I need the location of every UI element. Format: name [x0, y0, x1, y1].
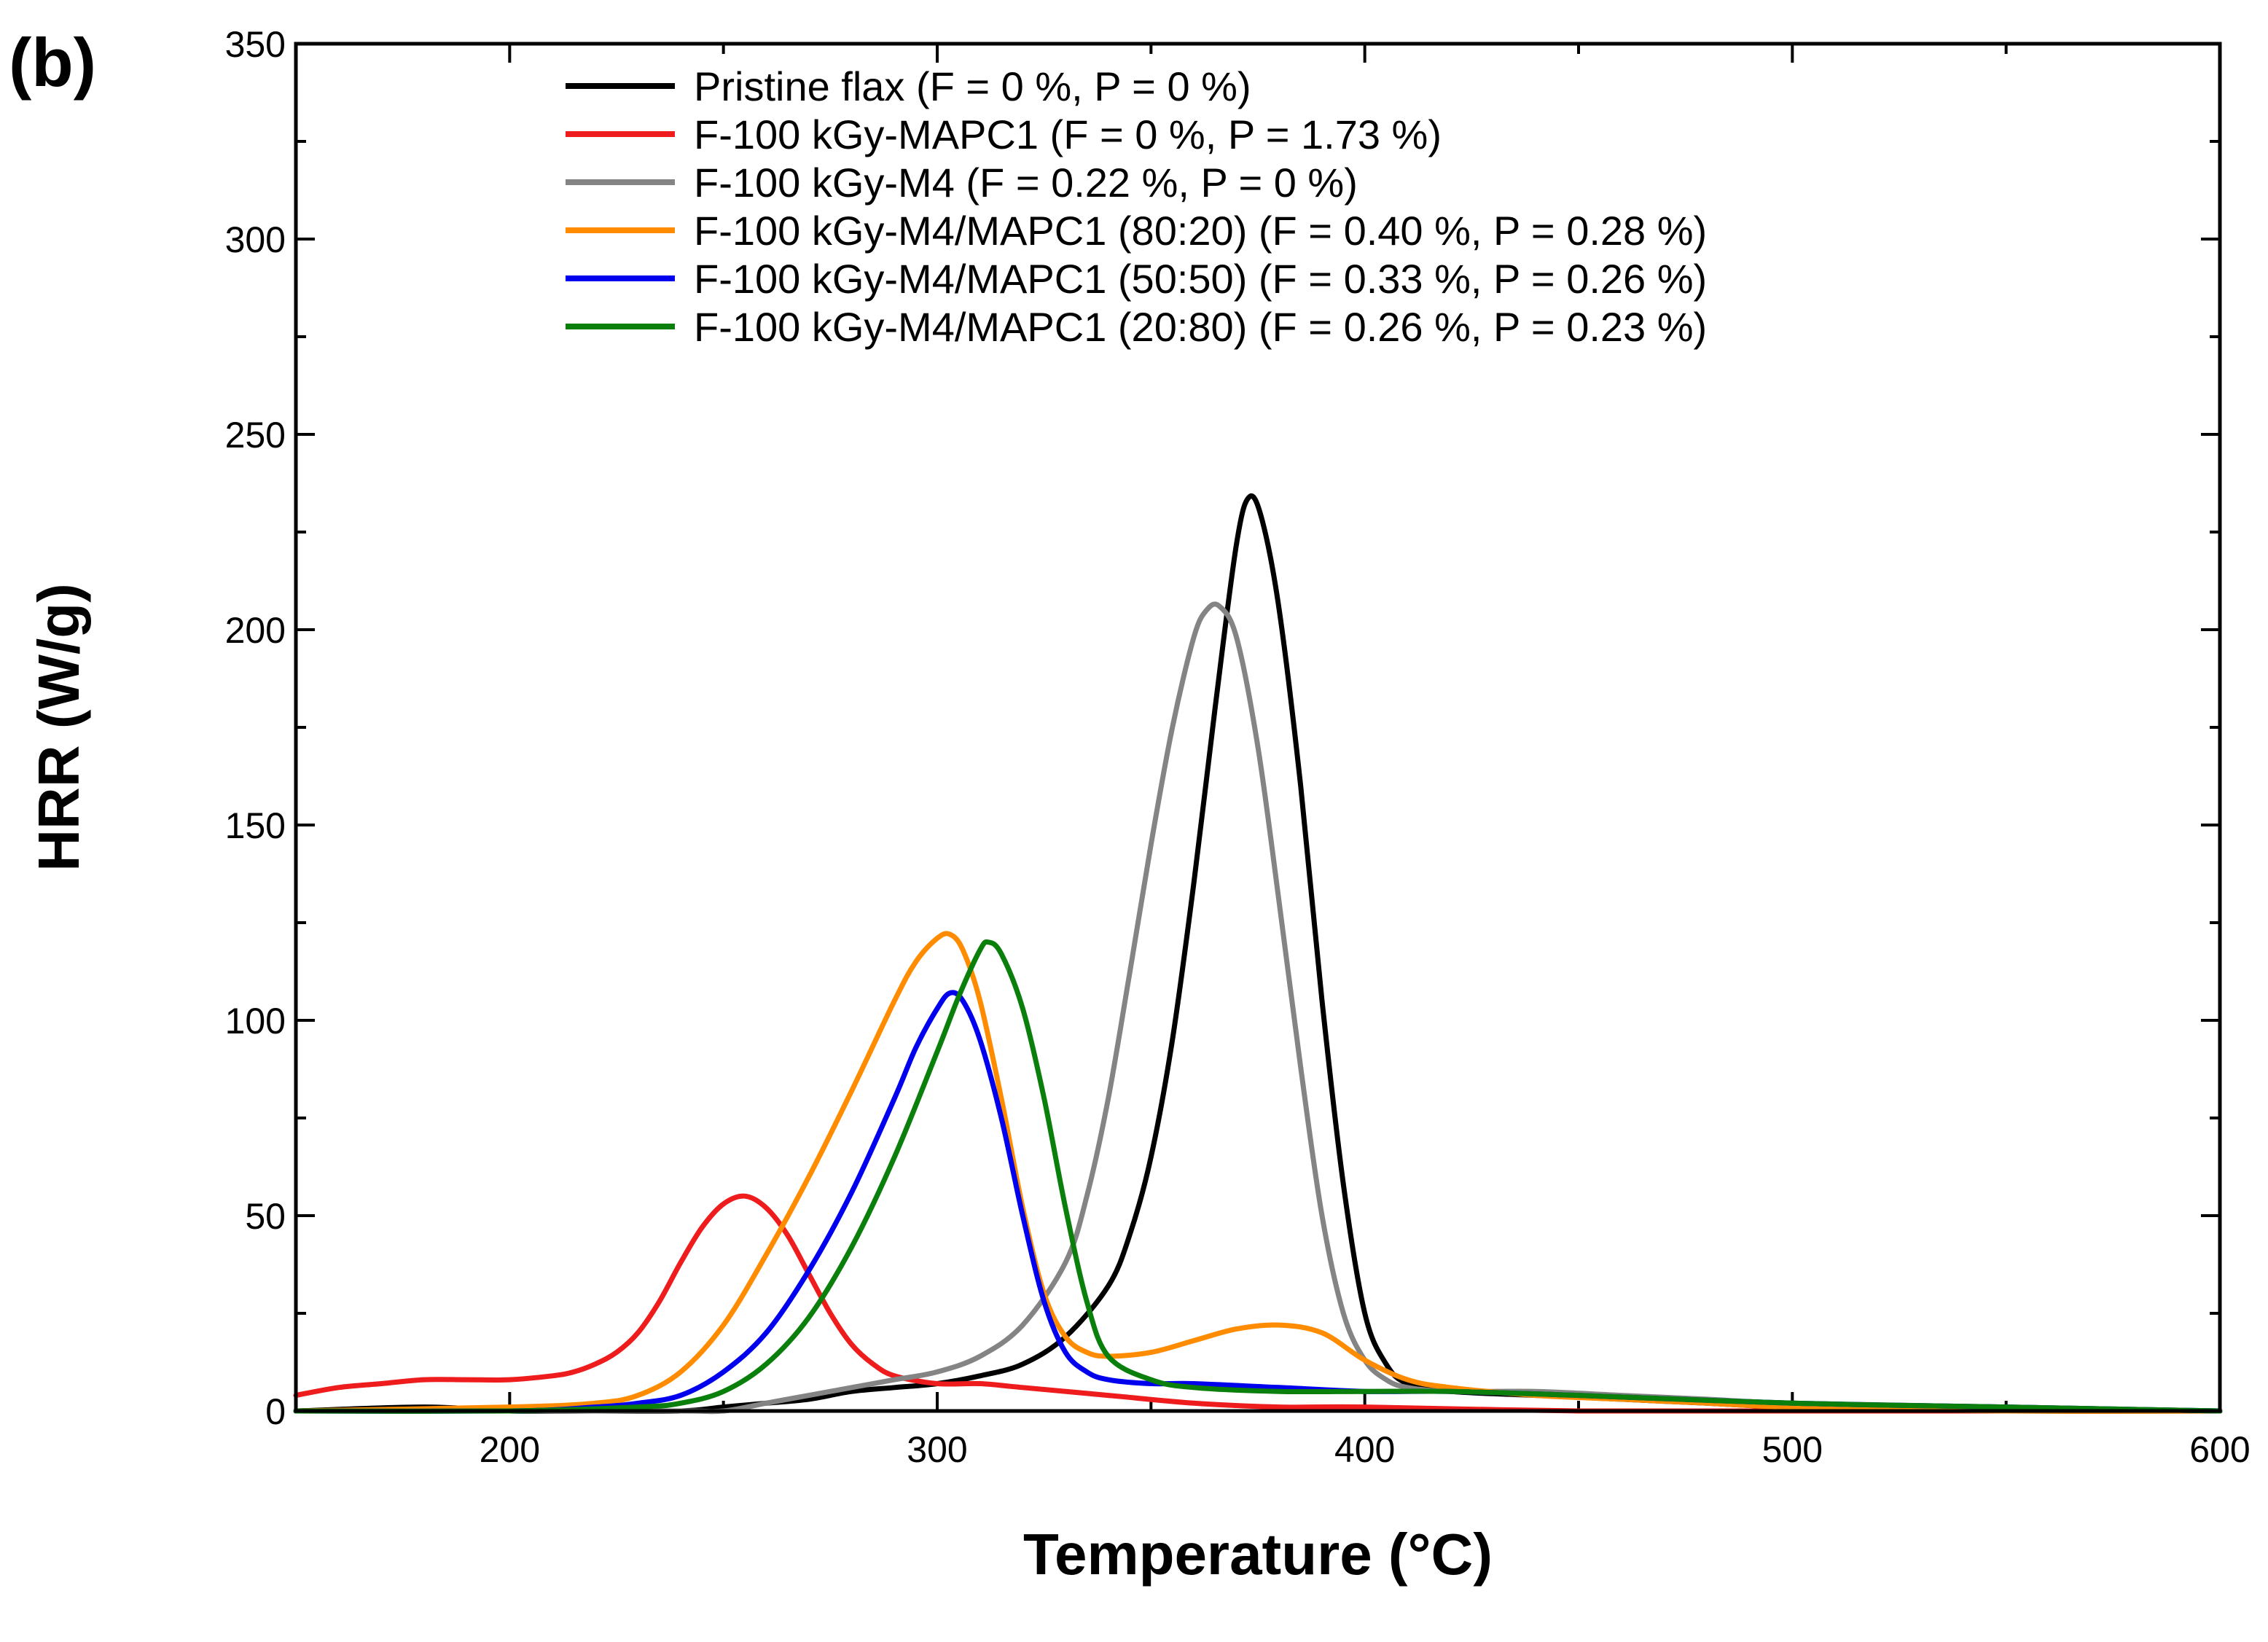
legend: Pristine flax (F = 0 %, P = 0 %)F-100 kG…: [566, 63, 1707, 350]
legend-label-5: F-100 kGy-M4/MAPC1 (50:50) (F = 0.33 %, …: [694, 256, 1707, 302]
panel-label: (b): [9, 24, 96, 101]
series-line-6: [293, 939, 2223, 1414]
x-tick-label: 200: [480, 1429, 540, 1470]
x-tick-label: 600: [2189, 1429, 2250, 1470]
plot-frame: [294, 42, 2222, 1413]
legend-label-6: F-100 kGy-M4/MAPC1 (20:80) (F = 0.26 %, …: [694, 304, 1707, 350]
y-axis-title: HRR (W/g): [26, 583, 91, 871]
legend-label-1: Pristine flax (F = 0 %, P = 0 %): [694, 63, 1251, 109]
y-tick-label: 50: [245, 1196, 286, 1237]
y-tick-label: 200: [225, 610, 286, 651]
legend-label-2: F-100 kGy-MAPC1 (F = 0 %, P = 1.73 %): [694, 112, 1442, 157]
y-tick-label: 250: [225, 415, 286, 456]
y-tick-label: 150: [225, 805, 286, 846]
y-tick-labels: 0 50 100 150 200 250 300 350: [225, 24, 286, 1432]
legend-label-4: F-100 kGy-M4/MAPC1 (80:20) (F = 0.40 %, …: [694, 208, 1707, 254]
y-tick-label: 300: [225, 219, 286, 260]
y-tick-label: 350: [225, 24, 286, 65]
x-axis-title: Temperature (°C): [1023, 1522, 1493, 1587]
legend-label-3: F-100 kGy-M4 (F = 0.22 %, P = 0 %): [694, 160, 1358, 206]
x-tick-label: 400: [1334, 1429, 1395, 1470]
y-tick-label: 100: [225, 1001, 286, 1041]
x-tick-label: 500: [1762, 1429, 1823, 1470]
y-tick-label: 0: [265, 1391, 286, 1432]
series-layer: [293, 493, 2223, 1415]
x-tick-label: 300: [907, 1429, 967, 1470]
x-tick-labels: 200 300 400 500 600: [480, 1429, 2251, 1470]
